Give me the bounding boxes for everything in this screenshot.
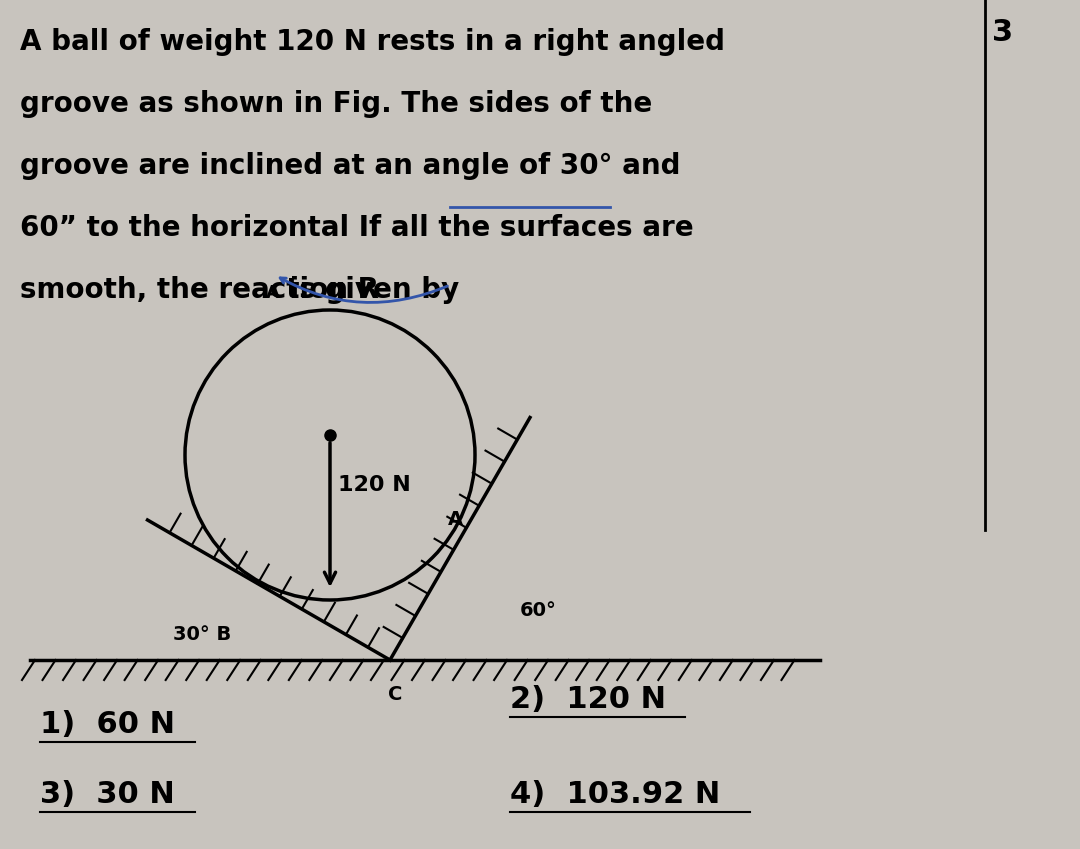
Text: A: A xyxy=(266,284,280,302)
Text: 60°: 60° xyxy=(519,600,557,620)
Text: groove are inclined at an angle of 30° and: groove are inclined at an angle of 30° a… xyxy=(21,152,680,180)
Text: 60” to the horizontal If all the surfaces are: 60” to the horizontal If all the surface… xyxy=(21,214,693,242)
Text: 2)  120 N: 2) 120 N xyxy=(510,685,666,714)
Text: A: A xyxy=(448,510,463,529)
Text: 1)  60 N: 1) 60 N xyxy=(40,710,175,739)
Text: 30° B: 30° B xyxy=(173,626,231,644)
Text: is given by: is given by xyxy=(280,276,459,304)
Text: C: C xyxy=(388,685,402,704)
Text: 3)  30 N: 3) 30 N xyxy=(40,780,175,809)
Text: 4)  103.92 N: 4) 103.92 N xyxy=(510,780,720,809)
Text: 120 N: 120 N xyxy=(338,475,410,495)
Text: groove as shown in Fig. The sides of the: groove as shown in Fig. The sides of the xyxy=(21,90,652,118)
Text: A ball of weight 120 N rests in a right angled: A ball of weight 120 N rests in a right … xyxy=(21,28,725,56)
Text: 3: 3 xyxy=(993,18,1013,47)
Text: smooth, the reaction R: smooth, the reaction R xyxy=(21,276,379,304)
